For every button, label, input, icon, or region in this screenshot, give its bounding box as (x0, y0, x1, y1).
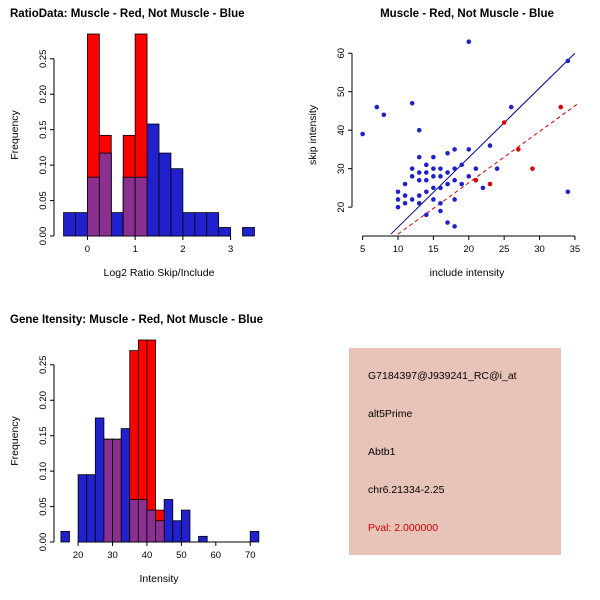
svg-text:0.10: 0.10 (38, 156, 49, 175)
svg-text:0.15: 0.15 (38, 120, 49, 138)
svg-text:70: 70 (245, 550, 256, 561)
svg-text:60: 60 (336, 48, 347, 59)
points-muscle (473, 104, 564, 187)
ratio-histogram-title: RatioData: Muscle - Red, Not Muscle - Bl… (10, 8, 245, 20)
x-axis-label: Log2 Ratio Skip/Include (104, 267, 215, 279)
svg-text:30: 30 (107, 550, 118, 561)
svg-text:0.15: 0.15 (38, 426, 49, 445)
svg-text:35: 35 (570, 244, 581, 255)
svg-text:0.25: 0.25 (38, 50, 49, 69)
svg-text:50: 50 (176, 550, 187, 561)
x-axis: 0 1 2 3 Log2 Ratio Skip/Include (85, 235, 233, 279)
info-line-2: Abtb1 (368, 446, 396, 458)
intensity-histogram-plot: 20 30 40 50 60 70 Intensity 0.00 0.05 0.10 0.15 0.2… (9, 339, 260, 585)
not-muscle-fit-line (390, 52, 576, 235)
info-line-1: alt5Prime (368, 408, 413, 420)
scatter-panel: Muscle - Red, Not Muscle - Blue 5 10 15 20 2… (300, 0, 598, 292)
svg-text:40: 40 (336, 125, 347, 136)
svg-text:0.00: 0.00 (38, 227, 49, 246)
svg-text:0.05: 0.05 (38, 191, 49, 210)
y-axis: 0.00 0.05 0.10 0.15 0.20 0.25 (38, 50, 55, 246)
svg-text:0.10: 0.10 (38, 462, 49, 481)
muscle-fit-line (397, 102, 579, 235)
svg-text:25: 25 (499, 244, 510, 255)
svg-text:30: 30 (336, 163, 347, 174)
intensity-histogram-panel: Gene Itensity: Muscle - Red, Not Muscle … (2, 306, 300, 598)
svg-text:50: 50 (336, 86, 347, 97)
svg-text:1: 1 (132, 244, 137, 255)
svg-text:15: 15 (428, 244, 439, 255)
scatter-plot: 5 10 15 20 25 30 35 include intensity 20 30 40 50 60… (307, 39, 581, 279)
y-axis-label: skip intensity (307, 104, 319, 165)
x-axis: 5 10 15 20 25 30 35 include intensity (360, 235, 581, 279)
bars-overlap (87, 152, 148, 237)
svg-text:20: 20 (336, 202, 347, 213)
y-axis: 0.00 0.05 0.10 0.15 0.20 0.25 (38, 356, 55, 552)
ratio-histogram-panel: RatioData: Muscle - Red, Not Muscle - Bl… (2, 0, 300, 292)
bars-overlap (103, 438, 165, 543)
svg-text:5: 5 (360, 244, 365, 255)
svg-text:60: 60 (211, 550, 222, 561)
info-line-0: G7184397@J939241_RC@i_at (368, 370, 517, 382)
x-axis-label: Intensity (139, 573, 179, 585)
svg-text:0.25: 0.25 (38, 356, 49, 375)
points-not-muscle (360, 39, 571, 229)
svg-text:0.20: 0.20 (38, 391, 49, 410)
x-axis: 20 30 40 50 60 70 Intensity (73, 541, 256, 585)
svg-text:30: 30 (534, 244, 545, 255)
gene-info-panel: G7184397@J939241_RC@i_at alt5Prime Abtb1 ch… (349, 348, 561, 555)
scatter-title: Muscle - Red, Not Muscle - Blue (380, 8, 554, 20)
svg-text:0.00: 0.00 (38, 533, 49, 552)
svg-text:0.05: 0.05 (38, 497, 49, 516)
svg-text:0: 0 (85, 244, 90, 255)
info-line-3: chr6.21334-2.25 (368, 484, 445, 496)
svg-text:40: 40 (142, 550, 153, 561)
svg-text:3: 3 (228, 244, 233, 255)
y-axis-label: Frequency (9, 109, 21, 159)
x-axis-label: include intensity (430, 267, 505, 279)
intensity-histogram-title: Gene Itensity: Muscle - Red, Not Muscle … (10, 314, 264, 326)
y-axis-label: Frequency (9, 415, 21, 465)
svg-text:20: 20 (463, 244, 474, 255)
svg-text:2: 2 (180, 244, 185, 255)
info-line-4: Pval: 2.000000 (368, 522, 439, 534)
svg-text:20: 20 (73, 550, 84, 561)
y-axis: 20 30 40 50 60 (336, 48, 353, 213)
svg-text:0.20: 0.20 (38, 85, 49, 104)
svg-text:10: 10 (393, 244, 404, 255)
